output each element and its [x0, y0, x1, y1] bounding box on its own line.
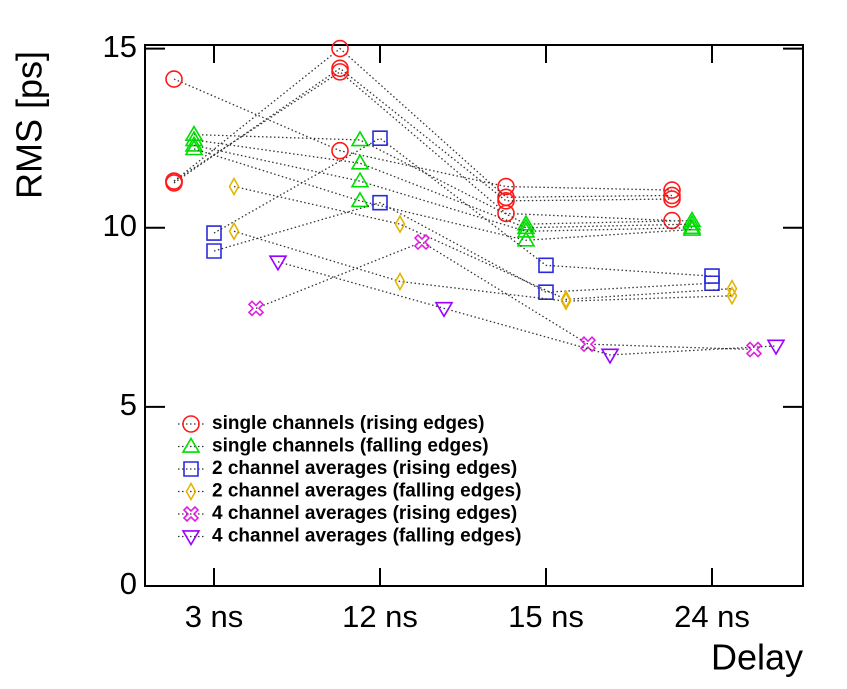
marker [434, 301, 454, 318]
marker [372, 130, 388, 146]
y-tick-label: 5 [120, 387, 137, 422]
marker [247, 300, 265, 317]
marker [394, 271, 406, 292]
series-line [173, 47, 673, 198]
marker [726, 286, 738, 306]
marker [682, 218, 702, 235]
marker [538, 257, 554, 274]
marker [560, 289, 572, 310]
x-tick-label: 24 ns [674, 599, 750, 634]
marker [184, 139, 204, 156]
marker [538, 284, 554, 301]
marker [579, 336, 597, 353]
marker [766, 339, 786, 356]
marker [516, 214, 536, 231]
marker [184, 135, 204, 152]
series-line [173, 78, 673, 191]
series-line [233, 230, 733, 302]
marker [663, 190, 681, 208]
marker [600, 348, 620, 365]
marker [497, 204, 515, 223]
series-line [193, 148, 693, 241]
marker [663, 211, 681, 230]
y-tick-label: 10 [103, 208, 137, 243]
y-tick-label: 15 [103, 29, 137, 64]
series-line [193, 133, 693, 225]
x-axis-label: Delay [711, 637, 803, 678]
marker [682, 219, 702, 236]
series-line [233, 185, 733, 301]
marker [394, 214, 406, 234]
marker [331, 141, 349, 160]
legend-marker [185, 481, 197, 502]
series-line [255, 241, 755, 351]
x-tick-label: 3 ns [185, 599, 244, 634]
marker [372, 194, 388, 211]
marker [682, 214, 702, 231]
marker [331, 59, 349, 78]
marker [726, 278, 738, 299]
marker [206, 225, 222, 241]
plot-frame [144, 44, 804, 587]
series-line [173, 71, 673, 222]
marker [165, 70, 183, 88]
x-tick-label: 12 ns [342, 599, 418, 634]
marker [350, 153, 370, 170]
series-line [193, 139, 693, 229]
marker [560, 291, 572, 311]
legend-label: single channels (rising edges) [212, 413, 484, 434]
legend-label: 2 channel averages (falling edges) [212, 481, 521, 502]
legend-label: 4 channel averages (falling edges) [212, 526, 521, 547]
legend-marker [181, 530, 201, 547]
y-tick-label: 0 [120, 566, 137, 601]
marker [350, 171, 370, 188]
marker [413, 233, 431, 251]
marker [516, 230, 536, 247]
marker [206, 243, 222, 259]
series-line [213, 137, 713, 277]
marker [745, 341, 763, 358]
legend-label: 2 channel averages (rising edges) [212, 458, 517, 479]
marker [165, 172, 183, 190]
marker [331, 39, 349, 58]
series-line [213, 201, 713, 293]
legend-label: single channels (falling edges) [212, 436, 489, 457]
legend-marker [182, 415, 200, 433]
marker [331, 63, 349, 81]
marker [704, 275, 720, 292]
series-line [173, 67, 673, 202]
series-line [193, 144, 693, 232]
legend-marker [183, 461, 199, 477]
marker [516, 221, 536, 238]
marker [682, 210, 702, 227]
marker [228, 176, 240, 197]
legend-marker [181, 436, 201, 453]
marker [350, 130, 370, 147]
legend-label: 4 channel averages (rising edges) [212, 503, 517, 524]
x-tick-label: 15 ns [508, 599, 584, 634]
y-axis-label: RMS [ps] [9, 51, 50, 199]
marker [228, 221, 240, 241]
legend-marker [182, 505, 200, 523]
marker [663, 181, 681, 199]
marker [268, 255, 288, 272]
marker [350, 191, 370, 208]
